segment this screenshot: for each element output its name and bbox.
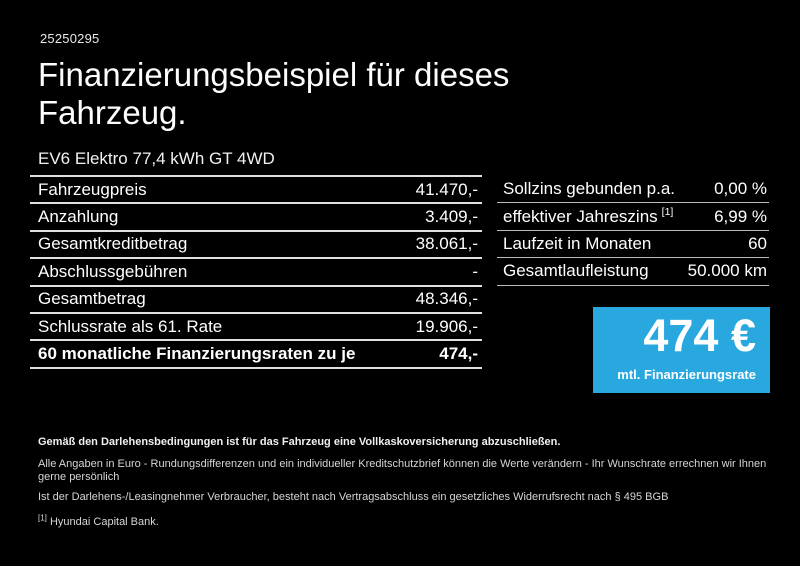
row-label: Abschlussgebühren — [38, 261, 188, 281]
table-row: Gesamtbetrag 48.346,- — [30, 287, 482, 314]
monthly-rate-caption: mtl. Finanzierungsrate — [617, 367, 756, 382]
monthly-rate-box: 474 € mtl. Finanzierungsrate — [593, 307, 770, 393]
row-value: 19.906,- — [415, 316, 478, 336]
row-label: Fahrzeugpreis — [38, 179, 147, 199]
row-label: Sollzins gebunden p.a. — [503, 179, 676, 199]
footnote-withdrawal-right: Ist der Darlehens-/Leasingnehmer Verbrau… — [38, 491, 669, 503]
table-row: Gesamtlaufleistung 50.000 km — [497, 258, 769, 286]
row-value: 3.409,- — [425, 207, 478, 227]
table-row: Fahrzeugpreis 41.470,- — [30, 177, 482, 205]
row-value: 48.346,- — [415, 289, 478, 309]
document-number: 25250295 — [40, 31, 100, 46]
row-label: Laufzeit in Monaten — [503, 233, 652, 253]
row-value: 6,99 % — [714, 206, 767, 226]
conditions-table: Sollzins gebunden p.a. 0,00 % effektiver J… — [497, 176, 769, 286]
footnote-bank-text: Hyundai Capital Bank. — [49, 516, 159, 528]
table-row: Schlussrate als 61. Rate 19.906,- — [30, 314, 482, 342]
row-value: 38.061,- — [415, 234, 478, 254]
footnote-bank: [1] Hyundai Capital Bank. — [38, 513, 768, 529]
table-row: effektiver Jahreszins [1] 6,99 % — [497, 203, 769, 231]
vehicle-name: EV6 Elektro 77,4 kWh GT 4WD — [38, 149, 275, 168]
row-label: 60 monatliche Finanzierungsraten zu je — [38, 344, 356, 364]
table-row: Gesamtkreditbetrag 38.061,- — [30, 232, 482, 260]
row-label: Anzahlung — [38, 207, 119, 227]
footnote-marker: [1] — [661, 205, 674, 218]
row-value: 474,- — [439, 344, 478, 364]
table-row: Anzahlung 3.409,- — [30, 204, 482, 232]
footnote-disclaimer: Alle Angaben in Euro - Rundungsdifferenz… — [38, 458, 767, 483]
row-label: Gesamtkreditbetrag — [38, 234, 188, 254]
footnote-insurance: Gemäß den Darlehensbedingungen ist für d… — [38, 436, 561, 448]
row-label: Gesamtbetrag — [38, 289, 146, 309]
row-value: 41.470,- — [415, 179, 478, 199]
row-label: Schlussrate als 61. Rate — [38, 316, 223, 336]
row-label: Gesamtlaufleistung — [503, 261, 649, 281]
footnote-marker: [1] — [38, 513, 47, 523]
table-row: 60 monatliche Finanzierungsraten zu je 47… — [30, 341, 482, 369]
row-value: 50.000 km — [687, 261, 767, 281]
table-row: Laufzeit in Monaten 60 — [497, 231, 769, 259]
row-value: 0,00 % — [714, 179, 767, 199]
row-value: - — [472, 261, 478, 281]
row-value: 60 — [748, 233, 767, 253]
footnotes-section: Gemäß den Darlehensbedingungen ist für d… — [38, 436, 768, 529]
table-row: Sollzins gebunden p.a. 0,00 % — [497, 176, 769, 204]
table-row: Abschlussgebühren - — [30, 259, 482, 287]
row-label: effektiver Jahreszins [1] — [503, 205, 674, 226]
monthly-rate-amount: 474 € — [643, 310, 756, 361]
page-title: Finanzierungsbeispiel für dieses Fahrzeu… — [38, 56, 510, 131]
finance-table: Fahrzeugpreis 41.470,- Anzahlung 3.409,- Ges… — [30, 175, 482, 369]
